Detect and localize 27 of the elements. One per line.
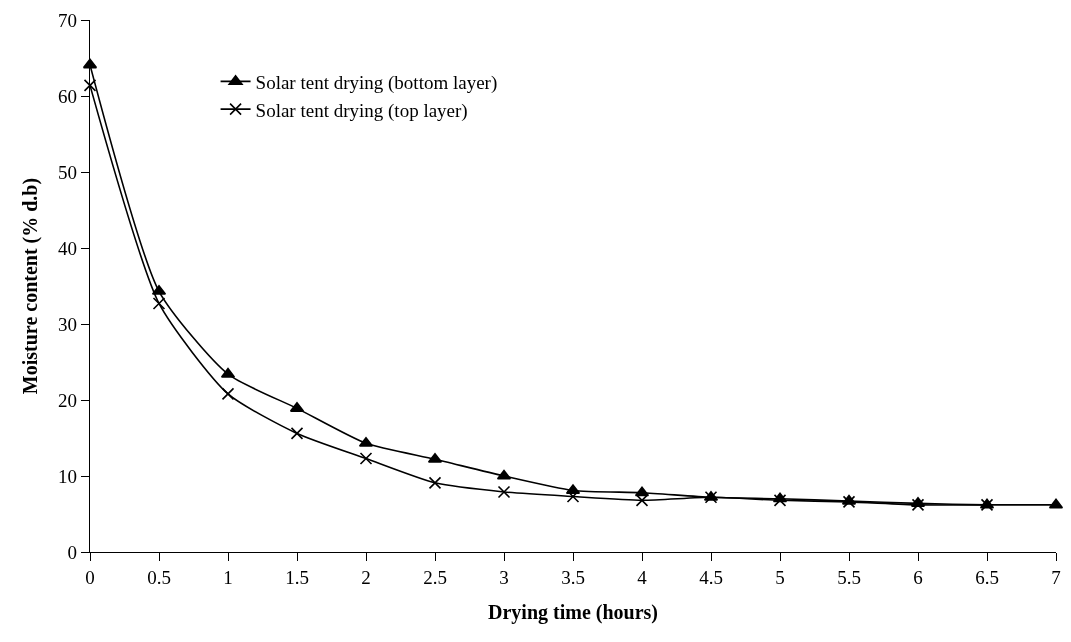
x-tick-label: 6	[913, 566, 923, 588]
x-tick-label: 1	[223, 566, 233, 588]
x-tick-label: 7	[1051, 566, 1061, 588]
y-tick-label: 40	[58, 237, 78, 259]
y-tick-label: 70	[58, 9, 78, 31]
x-tick-label: 1.5	[285, 566, 309, 588]
y-axis-title: Moisture content (% d.b)	[18, 177, 42, 395]
x-tick-label: 2	[361, 566, 371, 588]
x-tick-label: 0	[85, 566, 95, 588]
x-tick-label: 6.5	[975, 566, 999, 588]
y-tick-label: 30	[58, 313, 78, 335]
y-tick-label: 50	[58, 161, 78, 183]
x-tick-label: 4.5	[699, 566, 723, 588]
x-tick-label: 2.5	[423, 566, 447, 588]
y-tick-label: 0	[67, 541, 78, 563]
x-tick-label: 0.5	[147, 566, 171, 588]
y-tick-label: 10	[58, 465, 78, 487]
x-tick-label: 5.5	[837, 566, 861, 588]
legend-label: Solar tent drying (bottom layer)	[255, 71, 498, 94]
x-tick-label: 3.5	[561, 566, 585, 588]
x-tick-label: 5	[775, 566, 785, 588]
y-tick-label: 20	[58, 389, 78, 411]
y-tick-label: 60	[58, 85, 78, 107]
x-tick-label: 3	[499, 566, 509, 588]
legend-label: Solar tent drying (top layer)	[255, 99, 468, 122]
x-tick-label: 4	[637, 566, 648, 588]
x-axis-title: Drying time (hours)	[488, 601, 658, 625]
